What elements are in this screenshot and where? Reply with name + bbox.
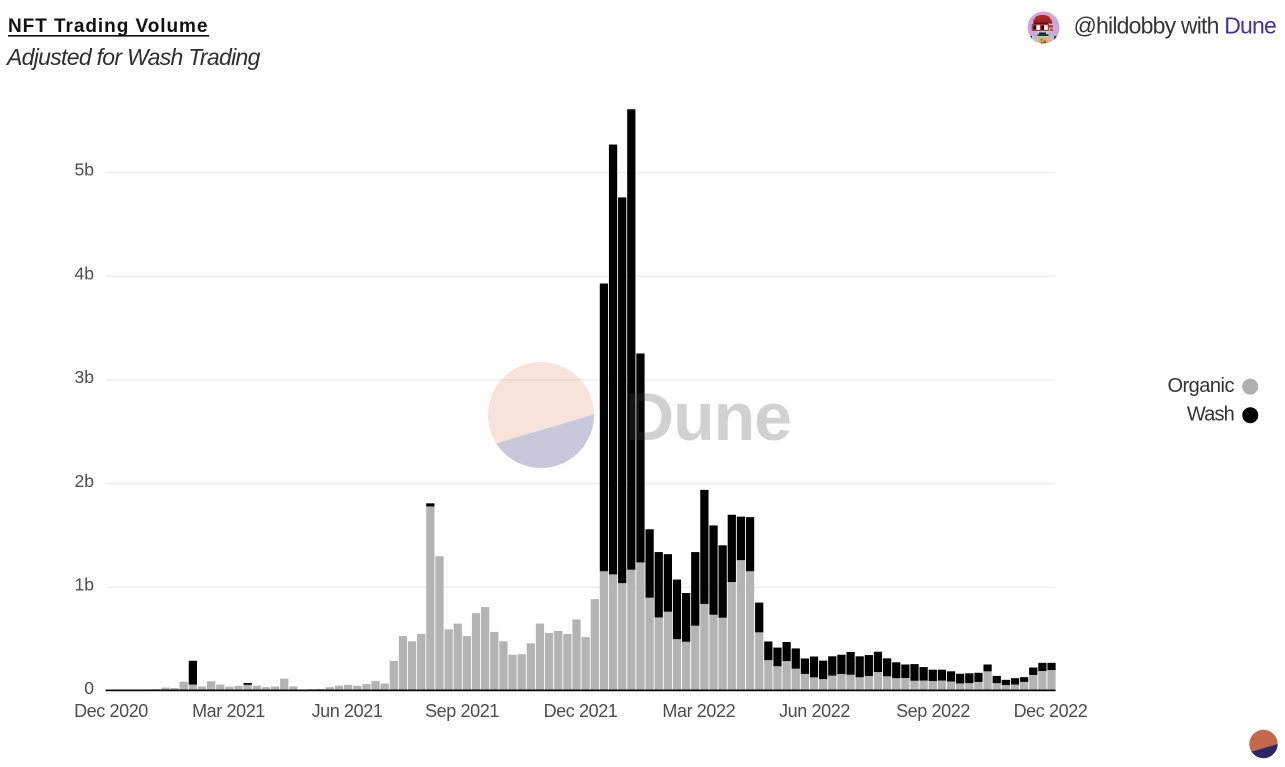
svg-text:Dec 2022: Dec 2022 — [1014, 701, 1088, 721]
svg-text:1b: 1b — [75, 575, 94, 595]
svg-text:Adjusted for Wash Trading: Adjusted for Wash Trading — [5, 44, 261, 70]
svg-text:Sep 2022: Sep 2022 — [896, 701, 970, 721]
svg-text:Dune: Dune — [625, 379, 791, 455]
svg-text:Jun 2022: Jun 2022 — [779, 701, 850, 721]
svg-text:Jun 2021: Jun 2021 — [312, 701, 383, 721]
svg-text:Sep 2021: Sep 2021 — [425, 701, 499, 721]
svg-text:4b: 4b — [75, 263, 94, 283]
svg-text:Dec 2021: Dec 2021 — [544, 701, 618, 721]
svg-text:Dec 2020: Dec 2020 — [74, 701, 148, 721]
svg-text:5b: 5b — [75, 160, 94, 180]
svg-text:Mar 2021: Mar 2021 — [192, 701, 265, 721]
svg-text:@hildobby with Dune: @hildobby with Dune — [1073, 13, 1276, 39]
svg-text:Organic: Organic — [1167, 375, 1234, 397]
svg-text:0: 0 — [84, 678, 94, 698]
svg-text:Wash: Wash — [1187, 403, 1234, 425]
svg-text:3b: 3b — [75, 367, 94, 387]
svg-text:NFT Trading Volume: NFT Trading Volume — [8, 16, 208, 37]
svg-text:2b: 2b — [75, 471, 94, 491]
svg-text:Mar 2022: Mar 2022 — [662, 701, 735, 721]
